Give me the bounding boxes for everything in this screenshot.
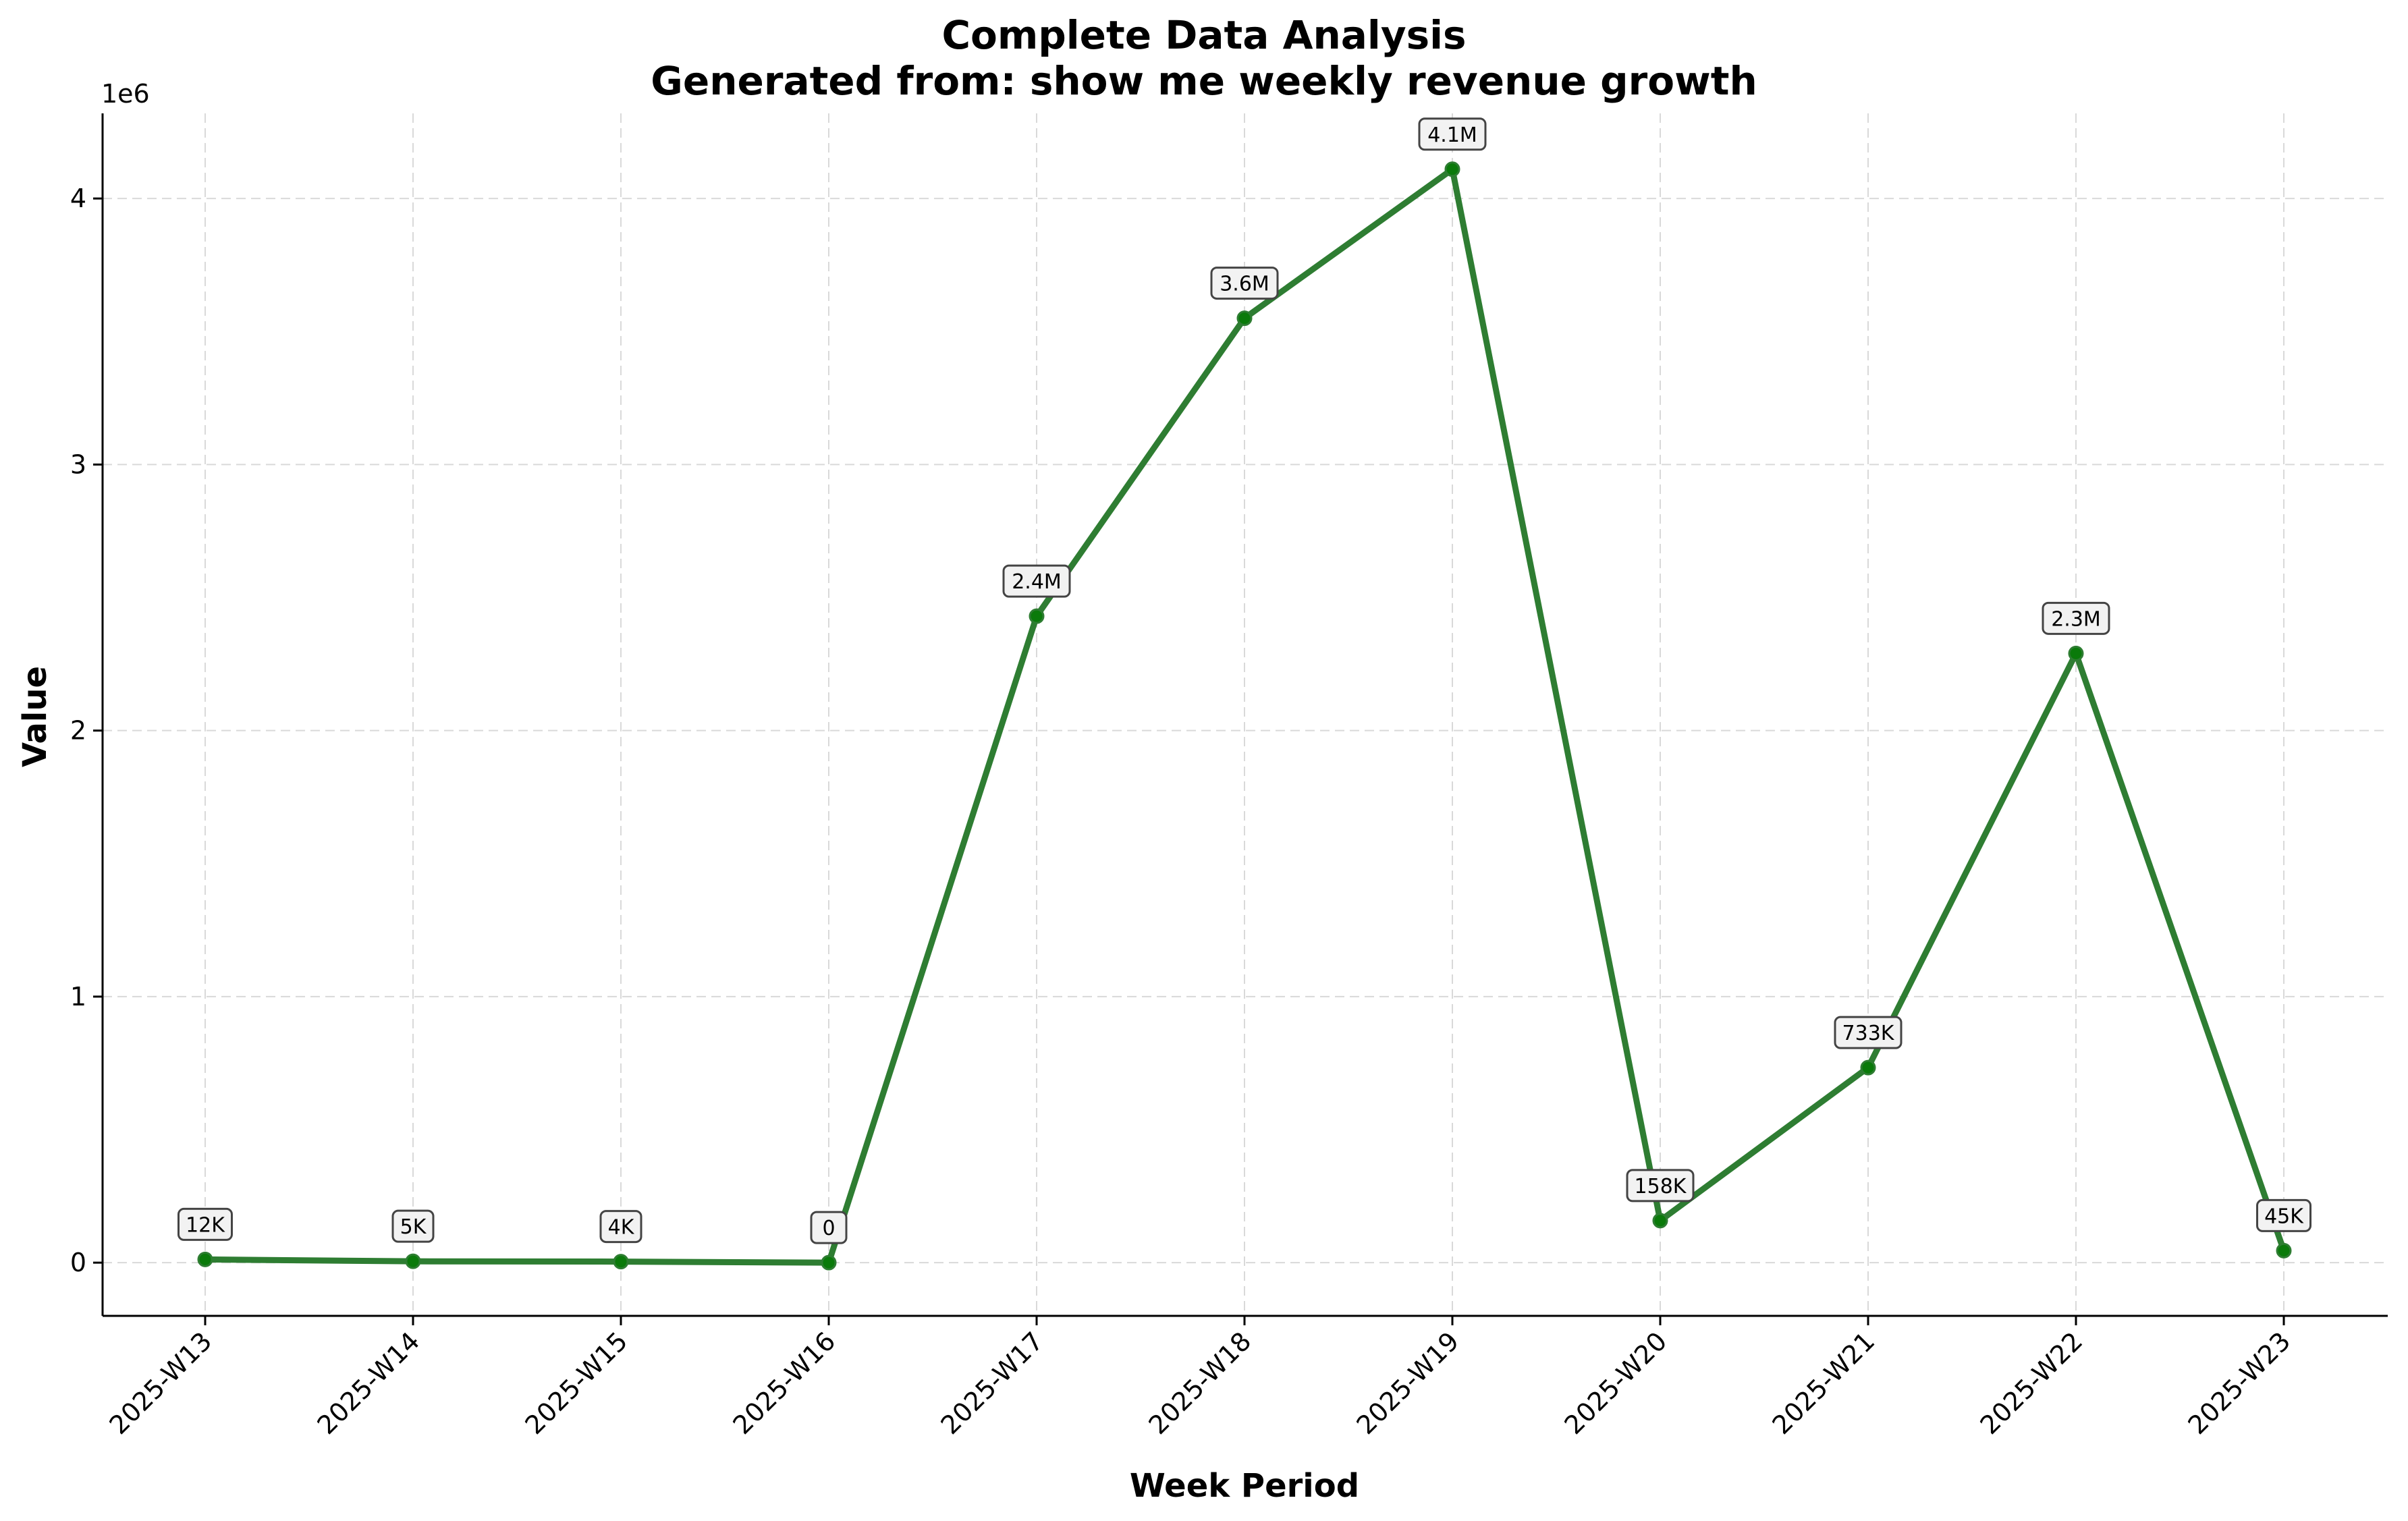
data-label-box (1418, 117, 1487, 151)
x-axis-label: Week Period (1130, 1467, 1359, 1505)
data-labels: 12K 5K 4K 0 2.4M 3.6M 4.1M 158K 733K 2.3M 45K (177, 117, 2311, 1244)
data-label: 3.6M (1210, 267, 1279, 300)
data-label-text: 733K (1842, 1022, 1895, 1045)
y-axis-offset-label: 1e6 (101, 79, 150, 109)
data-label: 2.4M (1002, 564, 1071, 598)
data-label-text: 45K (2264, 1205, 2304, 1228)
data-point (197, 1251, 213, 1267)
data-label: 158K (1626, 1169, 1695, 1202)
chart-title-line1: Complete Data Analysis (941, 12, 1466, 58)
x-axis-ticks: 2025-W13 2025-W14 2025-W15 2025-W16 2025-W17… (103, 1316, 2296, 1440)
data-label: 45K (2256, 1198, 2311, 1232)
data-point (1029, 608, 1045, 624)
x-tick-label: 2025-W21 (1766, 1326, 1880, 1440)
data-point (821, 1254, 837, 1271)
series (197, 161, 2292, 1271)
data-label: 4.1M (1418, 117, 1487, 151)
data-label-text: 158K (1635, 1175, 1687, 1198)
y-tick-label: 0 (70, 1248, 86, 1277)
data-label-text: 12K (186, 1213, 225, 1237)
x-tick-label: 2025-W16 (727, 1326, 841, 1440)
data-label-box (1834, 1016, 1903, 1049)
data-label-text: 2.4M (1012, 570, 1062, 594)
x-tick-label: 2025-W13 (103, 1326, 217, 1440)
data-label: 12K (177, 1207, 233, 1241)
y-tick-label: 3 (70, 449, 86, 479)
data-label-box (599, 1210, 642, 1244)
data-label-text: 3.6M (1220, 273, 1269, 296)
x-tick-label: 2025-W20 (1558, 1326, 1672, 1440)
data-label-text: 0 (822, 1217, 835, 1240)
data-point (1860, 1059, 1876, 1076)
x-tick-label: 2025-W19 (1350, 1326, 1465, 1440)
data-label-box (391, 1209, 435, 1243)
data-label: 2.3M (2042, 601, 2110, 635)
y-axis-ticks: 0 1 2 3 4 (70, 184, 103, 1277)
data-label-text: 2.3M (2051, 607, 2101, 631)
x-tick-label: 2025-W17 (935, 1326, 1049, 1440)
data-label-text: 4K (608, 1216, 635, 1240)
data-label-box (2042, 601, 2110, 635)
x-tick-label: 2025-W15 (519, 1326, 633, 1440)
data-point (2276, 1242, 2292, 1259)
data-label-box (177, 1207, 233, 1241)
data-point (405, 1253, 421, 1269)
data-label: 4K (599, 1210, 642, 1244)
data-label-box (1626, 1169, 1695, 1202)
data-label-text: 4.1M (1427, 123, 1477, 147)
x-tick-label: 2025-W22 (1974, 1326, 2088, 1440)
data-label-box (2256, 1198, 2311, 1232)
x-tick-label: 2025-W23 (2182, 1326, 2296, 1440)
data-point (1652, 1213, 1668, 1229)
data-label-box (1210, 267, 1279, 300)
data-point (1236, 310, 1253, 327)
data-label-text: 5K (400, 1215, 427, 1239)
x-tick-label: 2025-W14 (311, 1326, 425, 1440)
data-label: 733K (1834, 1016, 1903, 1049)
y-axis-label: Value (16, 666, 54, 767)
data-point (2068, 645, 2084, 661)
data-label: 5K (391, 1209, 435, 1243)
chart-title-line2: Generated from: show me weekly revenue g… (651, 58, 1757, 104)
x-tick-label: 2025-W18 (1143, 1326, 1257, 1440)
data-point (613, 1254, 629, 1270)
y-tick-label: 1 (70, 982, 86, 1012)
y-tick-label: 4 (70, 184, 86, 213)
y-tick-label: 2 (70, 716, 86, 746)
data-label-box (1002, 564, 1071, 598)
data-label-box (810, 1211, 848, 1244)
data-point (1444, 161, 1460, 177)
data-label: 0 (810, 1211, 848, 1244)
